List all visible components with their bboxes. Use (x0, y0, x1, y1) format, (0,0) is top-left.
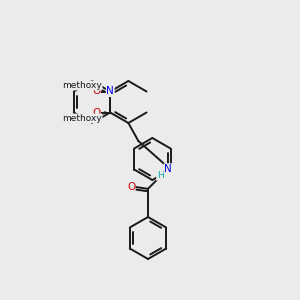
Text: H: H (157, 171, 164, 180)
Text: methoxy: methoxy (62, 81, 102, 90)
Text: N: N (106, 86, 114, 97)
Text: N: N (164, 164, 172, 174)
Text: O: O (92, 107, 100, 118)
Text: O: O (127, 182, 135, 192)
Text: methoxy: methoxy (62, 114, 102, 123)
Text: O: O (92, 86, 100, 97)
